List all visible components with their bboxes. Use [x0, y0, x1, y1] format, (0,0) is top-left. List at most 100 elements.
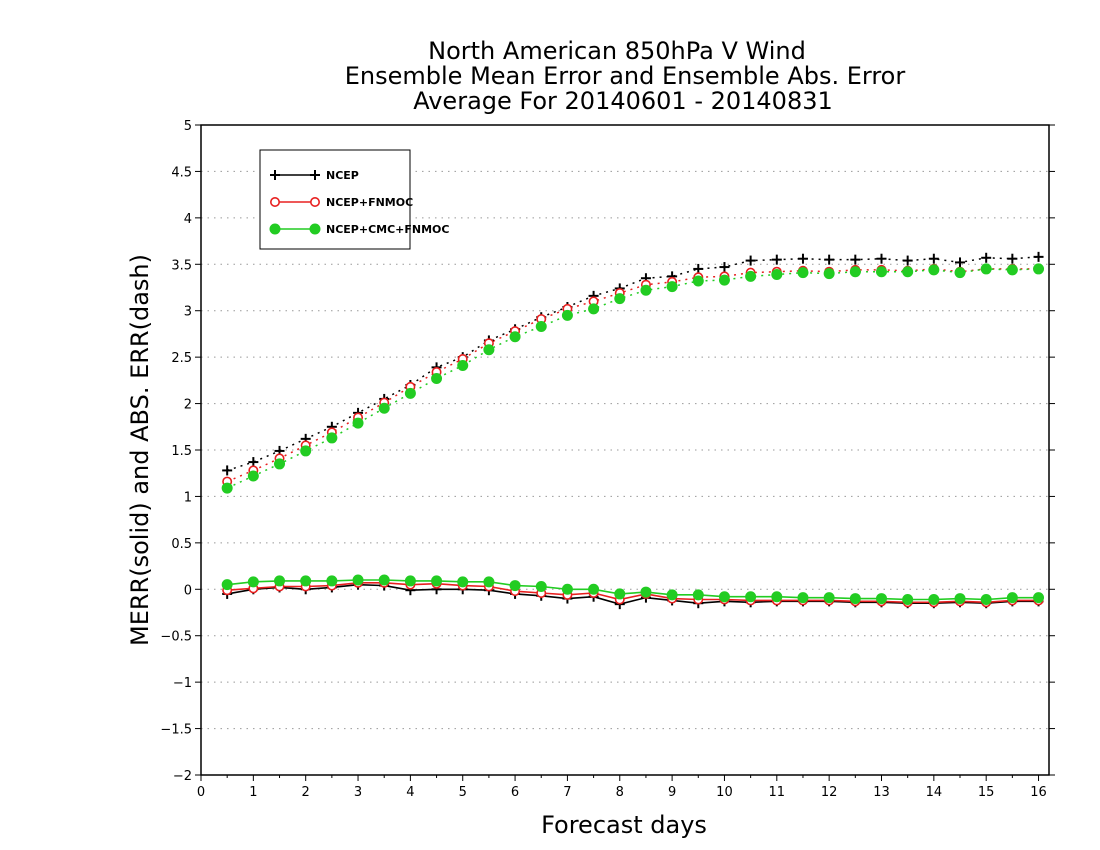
- y-tick-label: 2: [184, 398, 192, 413]
- y-tick-label: 1.5: [171, 444, 192, 459]
- ncep-cmc-fnmoc-mean-error-point: [509, 580, 521, 592]
- ncep-abs-error-line: [226, 256, 1039, 472]
- x-tick-label: 7: [563, 785, 571, 800]
- ncep-cmc-fnmoc-abs-error-point: [535, 321, 547, 332]
- x-tick-label: 16: [1030, 785, 1047, 800]
- ncep-abs-error-point: [745, 255, 756, 266]
- chart-title-line-1: North American 850hPa V Wind: [428, 37, 806, 65]
- y-tick-label: 4.5: [171, 165, 192, 180]
- ncep-cmc-fnmoc-mean-error-point: [431, 575, 443, 587]
- ncep-cmc-fnmoc-mean-error-point: [588, 583, 600, 595]
- ncep-cmc-fnmoc-abs-error-point: [692, 275, 704, 287]
- y-tick-label: −0.5: [160, 630, 192, 645]
- ncep-cmc-fnmoc-abs-error-point: [561, 309, 573, 321]
- y-tick-label: 1: [184, 490, 192, 505]
- ncep-abs-error-point: [928, 253, 939, 264]
- ncep-abs-error-point: [719, 262, 730, 273]
- ncep-abs-error-point: [1033, 251, 1044, 262]
- ncep-cmc-fnmoc-abs-error-point: [274, 458, 286, 470]
- ncep-cmc-fnmoc-abs-error-point: [928, 264, 940, 276]
- x-tick-label: 6: [511, 785, 519, 800]
- legend-marker-end: [309, 223, 321, 235]
- ncep-cmc-fnmoc-mean-error-point: [902, 594, 914, 605]
- ncep-abs-error-point: [850, 254, 861, 265]
- y-tick-label: 3: [184, 305, 192, 320]
- y-tick-label: 5: [184, 119, 192, 134]
- ncep-cmc-fnmoc-abs-error-line: [226, 268, 1039, 489]
- ncep-cmc-fnmoc-mean-error-point: [745, 591, 757, 603]
- x-tick-label: 10: [716, 785, 733, 800]
- ncep-cmc-fnmoc-mean-error-point: [352, 574, 364, 586]
- legend-label: NCEP: [326, 169, 359, 182]
- y-tick-label: −2: [173, 769, 192, 784]
- y-axis-ticks: −2 −1.5 −1 −0.5 0 0.5 1 1.5 2 2.5 3 3.5 4 4.5 5: [160, 119, 1055, 784]
- ncep-cmc-fnmoc-mean-error-point: [849, 593, 861, 605]
- x-tick-label: 5: [459, 785, 467, 800]
- x-tick-label: 4: [406, 785, 414, 800]
- ncep-abs-error-point: [771, 254, 782, 265]
- y-tick-label: 3.5: [171, 258, 192, 273]
- legend-label: NCEP+CMC+FNMOC: [326, 223, 449, 236]
- ncep-cmc-fnmoc-mean-error-point: [666, 589, 678, 601]
- ncep-cmc-fnmoc-mean-error-point: [378, 574, 390, 586]
- ncep-cmc-fnmoc-abs-error-point: [849, 266, 861, 278]
- ncep-cmc-fnmoc-mean-error-point: [640, 586, 652, 598]
- x-tick-label: 2: [302, 785, 310, 800]
- x-axis-ticks: 0 1 2 3 4 5 6 7 8 9 10 11 12 13 14 15 16: [197, 775, 1047, 800]
- ncep-cmc-fnmoc-mean-error-point: [614, 588, 626, 600]
- y-tick-label: 2.5: [171, 351, 192, 366]
- ncep-cmc-fnmoc-mean-error-point: [823, 592, 835, 604]
- ncep-cmc-fnmoc-abs-error-point: [509, 331, 521, 343]
- y-axis-label: MERR(solid) and ABS. ERR(dash): [126, 254, 154, 646]
- y-tick-label: −1.5: [160, 723, 192, 738]
- ncep-cmc-fnmoc-mean-error-point: [718, 591, 730, 603]
- x-tick-label: 0: [197, 785, 205, 800]
- x-tick-label: 14: [926, 785, 943, 800]
- ncep-cmc-fnmoc-mean-error-point: [300, 575, 312, 587]
- chart-title-line-3: Average For 20140601 - 20140831: [413, 87, 833, 115]
- x-tick-label: 1: [249, 785, 257, 800]
- ncep-cmc-fnmoc-mean-error-point: [483, 576, 495, 588]
- ncep-abs-error-point: [797, 253, 808, 264]
- x-tick-label: 3: [354, 785, 362, 800]
- plot-lines: [226, 256, 1039, 605]
- ncep-cmc-fnmoc-mean-error-point: [980, 594, 992, 605]
- ncep-cmc-fnmoc-abs-error-point: [247, 470, 259, 482]
- x-tick-label: 11: [769, 785, 786, 800]
- ncep-cmc-fnmoc-abs-error-point: [797, 267, 809, 279]
- legend-item: NCEP+CMC+FNMOC: [269, 223, 449, 236]
- x-axis-label: Forecast days: [541, 811, 707, 839]
- x-tick-label: 12: [821, 785, 838, 800]
- ncep-cmc-fnmoc-mean-error-point: [797, 592, 809, 604]
- x-tick-label: 8: [616, 785, 624, 800]
- ncep-cmc-fnmoc-abs-error-point: [326, 432, 338, 444]
- legend-marker-start: [269, 197, 280, 208]
- data-markers: [221, 251, 1045, 610]
- y-tick-label: 0.5: [171, 537, 192, 552]
- ncep-cmc-fnmoc-mean-error-point: [326, 575, 338, 587]
- legend-item: NCEP+FNMOC: [269, 196, 413, 209]
- ncep-cmc-fnmoc-mean-error-point: [247, 576, 259, 588]
- ncep-cmc-fnmoc-abs-error-point: [588, 303, 600, 315]
- ncep-cmc-fnmoc-abs-error-point: [300, 445, 312, 457]
- ncep-cmc-fnmoc-mean-error-point: [274, 575, 286, 587]
- chart-title-line-2: Ensemble Mean Error and Ensemble Abs. Er…: [345, 62, 906, 90]
- ncep-cmc-fnmoc-abs-error-point: [954, 267, 966, 279]
- ncep-abs-error-point: [902, 255, 913, 266]
- legend-box: [259, 149, 411, 250]
- ncep-cmc-fnmoc-abs-error-point: [483, 344, 495, 356]
- legend-marker-start: [269, 223, 281, 235]
- y-tick-label: 0: [184, 583, 192, 598]
- ncep-cmc-fnmoc-abs-error-point: [614, 293, 626, 305]
- legend-label: NCEP+FNMOC: [326, 196, 413, 209]
- ncep-abs-error-point: [824, 254, 835, 265]
- ncep-cmc-fnmoc-mean-error-point: [1033, 592, 1045, 604]
- ncep-cmc-fnmoc-abs-error-point: [980, 263, 992, 275]
- ncep-cmc-fnmoc-abs-error-point: [745, 270, 757, 282]
- ncep-abs-error-point: [876, 253, 887, 264]
- ncep-cmc-fnmoc-mean-error-point: [692, 589, 704, 601]
- ncep-abs-error-point: [222, 465, 233, 476]
- ncep-cmc-fnmoc-abs-error-point: [431, 373, 443, 384]
- ncep-cmc-fnmoc-abs-error-point: [771, 269, 783, 280]
